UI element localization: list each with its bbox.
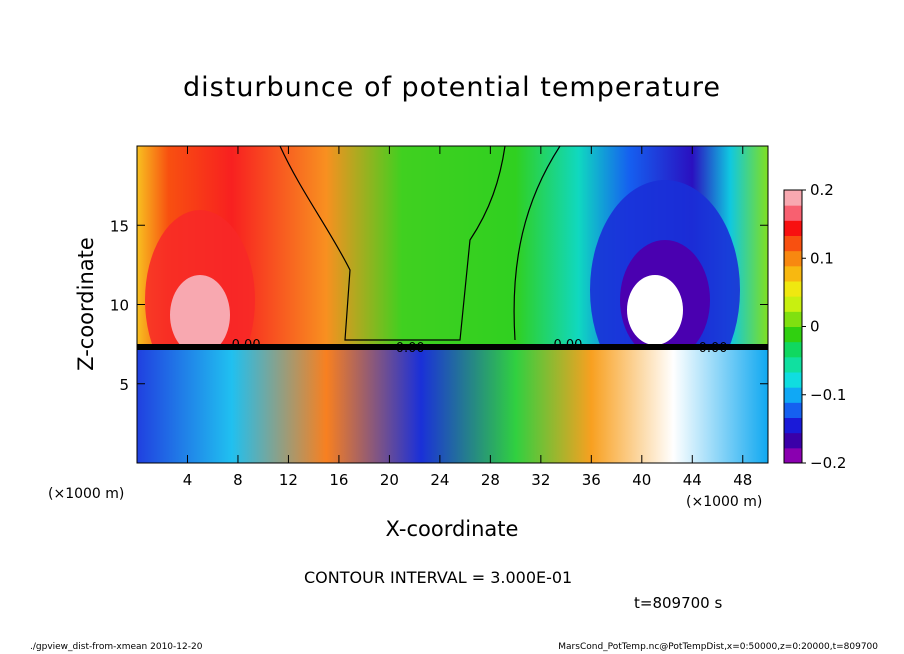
y-tick-label: 10: [110, 297, 129, 315]
colorbar-swatch: [784, 311, 802, 327]
x-tick-label: 24: [430, 471, 449, 489]
colorbar-swatch: [784, 326, 802, 343]
colorbar-swatch: [784, 220, 802, 236]
x-tick-label: 12: [279, 471, 298, 489]
x-axis: 4 8 12 16 20 24 28 32 36 40 44 48: [183, 146, 752, 489]
x-tick-label: 40: [632, 471, 651, 489]
colorbar-swatch: [784, 250, 802, 267]
colorbar-tick-label: −0.1: [810, 386, 846, 404]
x-axis-title: X-coordinate: [386, 517, 519, 541]
contour-label: 0.00: [396, 341, 425, 356]
y-tick-label: 15: [110, 217, 129, 235]
y-unit-label: (×1000 m): [48, 486, 124, 502]
contour-label: 0.00: [232, 338, 261, 353]
colorbar-swatch: [784, 402, 802, 418]
x-tick-label: 4: [183, 471, 193, 489]
colorbar-swatch: [784, 341, 802, 358]
plot-area: [137, 146, 768, 463]
y-axis: 5 10 15: [110, 217, 768, 394]
inversion-contours: [137, 344, 768, 350]
cold-anomaly-core: [627, 275, 683, 345]
colorbar-swatch: [784, 372, 802, 388]
contour-label: 0.00: [699, 341, 728, 356]
contour-label: 0.00: [553, 338, 582, 353]
footer-right: MarsCond_PotTemp.nc@PotTempDist,x=0:5000…: [558, 642, 878, 652]
x-tick-label: 44: [683, 471, 702, 489]
colorbar-swatch: [784, 432, 802, 449]
y-axis-title: Z-coordinate: [74, 237, 98, 371]
time-label: t=809700 s: [634, 594, 723, 612]
contour-labels: 0.00 0.00 0.00 0.00: [232, 338, 728, 356]
zero-contour: [279, 146, 506, 341]
footer-left: ./gpview_dist-from-xmean 2010-12-20: [30, 642, 203, 652]
colorbar-swatch: [784, 447, 802, 464]
colorbar-tick-label: 0: [810, 318, 820, 336]
colorbar-swatch: [784, 296, 802, 312]
contour-interval: CONTOUR INTERVAL = 3.000E-01: [304, 568, 573, 587]
lower-field: [137, 349, 768, 463]
colorbar-tick-label: 0.1: [810, 249, 834, 267]
colorbar-swatch: [784, 356, 802, 373]
colorbar-swatch: [784, 235, 802, 252]
x-tick-label: 32: [531, 471, 550, 489]
warm-anomaly-core: [170, 275, 230, 355]
x-tick-label: 16: [329, 471, 348, 489]
colorbar-swatch: [784, 417, 802, 434]
x-tick-label: 48: [733, 471, 752, 489]
colorbar-swatch: [784, 281, 802, 297]
x-unit-label: (×1000 m): [686, 494, 762, 510]
colorbar-swatch: [784, 387, 802, 403]
y-tick-label: 5: [119, 376, 129, 394]
colorbar-tick-label: −0.2: [810, 454, 846, 472]
x-tick-label: 8: [233, 471, 243, 489]
colorbar: 0.2 0.1 0 −0.1 −0.2: [783, 181, 846, 472]
x-tick-label: 20: [380, 471, 399, 489]
x-tick-label: 28: [481, 471, 500, 489]
colorbar-swatch: [784, 205, 802, 221]
zero-contour-2: [513, 146, 561, 341]
colorbar-swatch: [784, 190, 802, 206]
x-tick-label: 36: [582, 471, 601, 489]
chart-title: disturbunce of potential temperature: [183, 72, 721, 103]
colorbar-tick-label: 0.2: [810, 181, 834, 199]
colorbar-swatch: [784, 265, 802, 282]
